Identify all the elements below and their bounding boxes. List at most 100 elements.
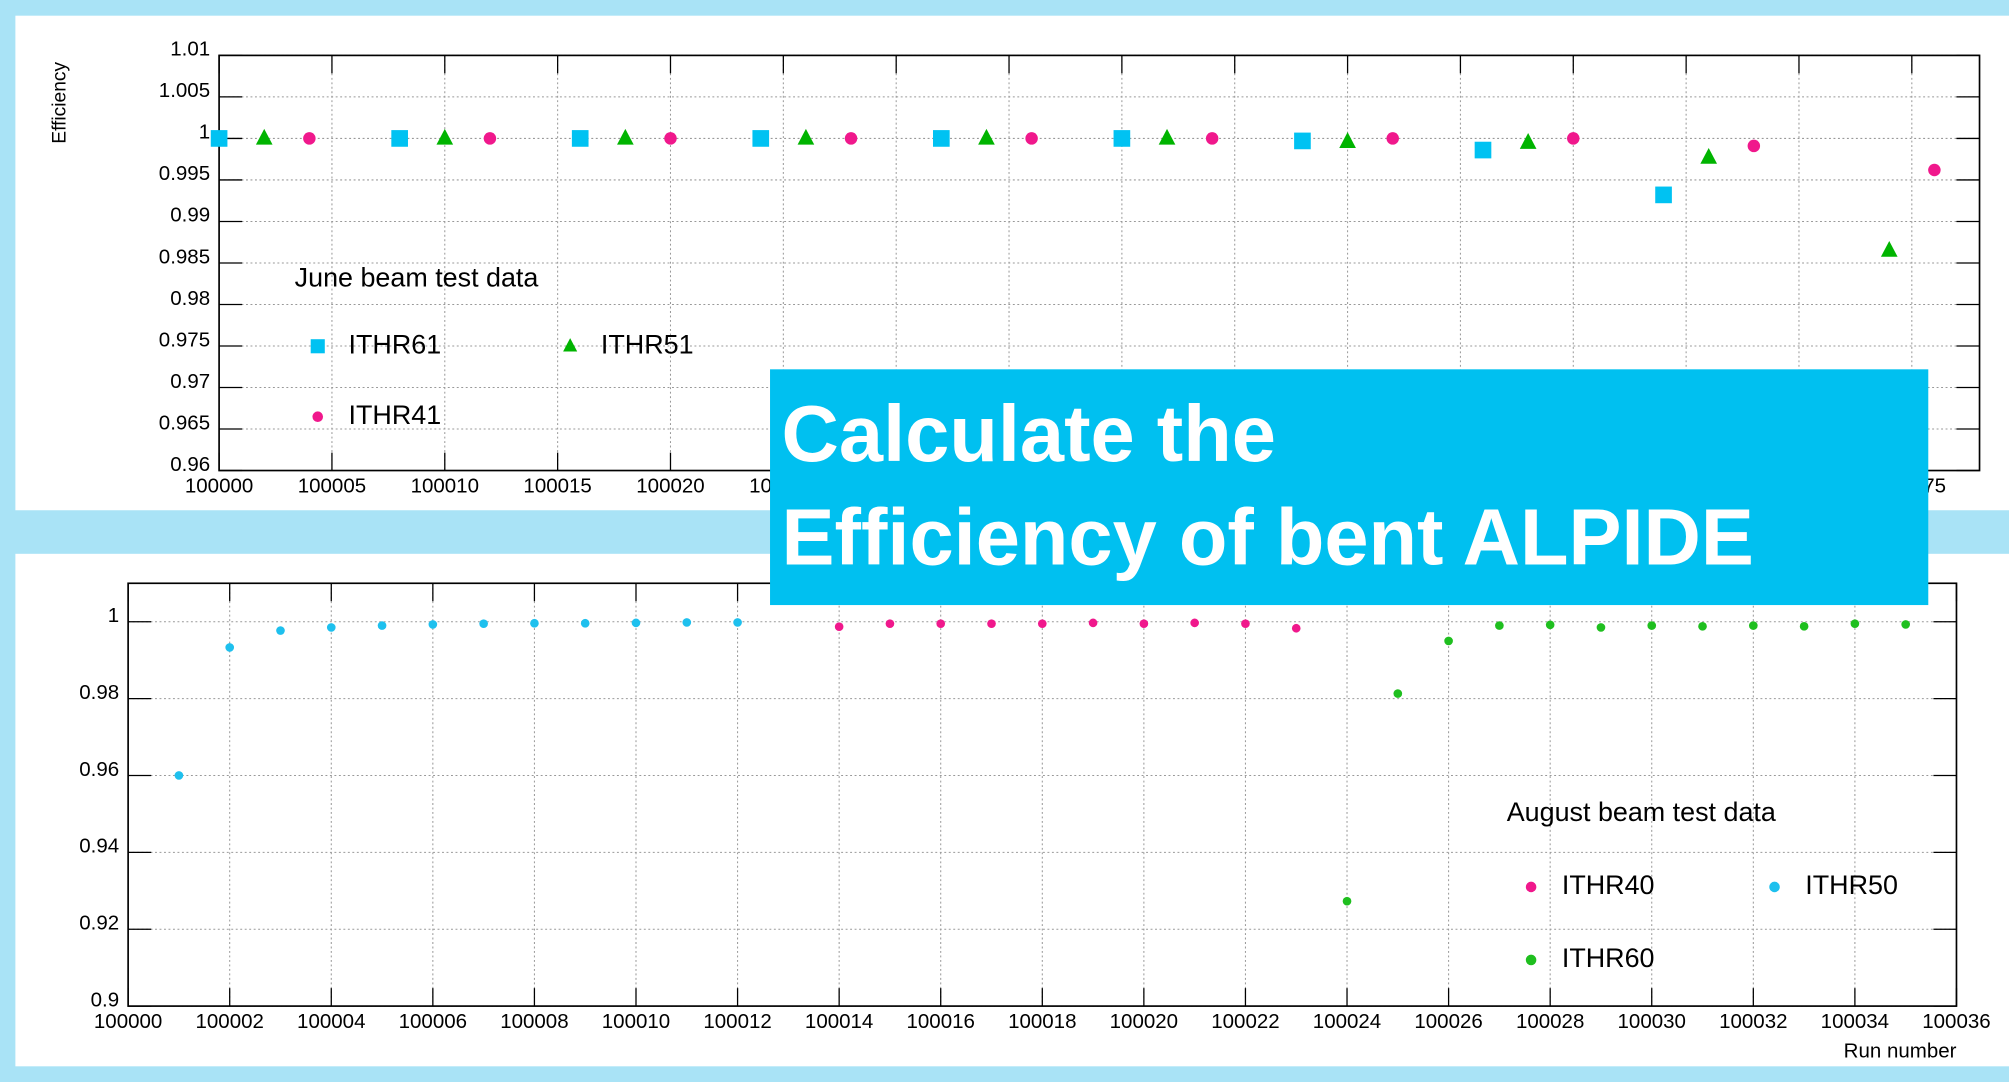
y-tick-label: 1: [108, 604, 119, 627]
marker: [1880, 240, 1898, 257]
y-tick-label: 0.94: [79, 835, 119, 858]
marker: [1495, 621, 1504, 630]
marker: [733, 618, 742, 627]
y-tick-label: 1: [199, 121, 210, 144]
x-tick-label: 100026: [1414, 1010, 1482, 1033]
marker: [391, 130, 408, 147]
x-tick-label: 100034: [1821, 1010, 1889, 1033]
legend-label: ITHR41: [349, 400, 442, 430]
y-tick-label: 0.975: [159, 328, 210, 351]
marker: [844, 132, 858, 145]
marker: [1342, 896, 1352, 906]
marker: [479, 619, 488, 628]
marker: [752, 130, 770, 147]
marker: [483, 132, 497, 145]
marker: [1700, 147, 1718, 164]
marker: [978, 128, 995, 145]
marker: [1241, 619, 1250, 628]
marker: [682, 618, 692, 627]
marker: [303, 132, 316, 145]
marker: [1088, 618, 1098, 628]
marker: [932, 130, 950, 147]
marker: [1545, 620, 1555, 630]
legend-label: ITHR51: [601, 329, 694, 359]
y-axis-label: Efficiency: [49, 62, 70, 144]
x-tick-label: 100032: [1719, 1010, 1787, 1033]
marker: [1519, 133, 1537, 149]
legend-marker: [563, 338, 578, 352]
overlay-line: Efficiency of bent ALPIDE: [782, 493, 1754, 582]
marker: [1386, 132, 1399, 145]
x-tick-label: 100020: [636, 475, 704, 498]
legend-label: ITHR50: [1805, 870, 1898, 900]
x-tick-label: 100008: [500, 1010, 568, 1033]
marker: [326, 623, 336, 632]
marker: [617, 128, 634, 145]
marker: [1901, 620, 1911, 629]
y-tick-label: 0.985: [159, 245, 210, 268]
x-tick-label: 100018: [1008, 1010, 1076, 1033]
marker: [210, 130, 228, 147]
legend-label: ITHR40: [1562, 870, 1655, 900]
marker: [1339, 132, 1356, 148]
overlay-box: [770, 369, 1929, 606]
y-tick-label: 0.98: [170, 287, 210, 310]
marker: [885, 619, 895, 628]
marker: [225, 643, 235, 652]
x-tick-label: 100002: [195, 1010, 263, 1033]
marker: [987, 619, 996, 628]
y-tick-label: 0.98: [79, 681, 119, 704]
marker: [1655, 186, 1672, 204]
x-tick-label: 100000: [185, 475, 253, 498]
marker: [1698, 622, 1707, 631]
x-tick-label: 100022: [1211, 1010, 1279, 1033]
marker: [580, 618, 590, 628]
bottom-panel: [15, 553, 2009, 1067]
marker: [1205, 132, 1219, 145]
y-tick-label: 0.96: [170, 453, 210, 476]
overlay-line: Calculate the: [782, 389, 1276, 478]
marker: [1567, 132, 1580, 145]
legend-marker: [1769, 881, 1780, 893]
x-tick-label: 100004: [297, 1010, 365, 1033]
marker: [1025, 132, 1038, 145]
marker: [1291, 623, 1301, 633]
legend-marker: [1525, 954, 1537, 966]
marker: [1444, 636, 1453, 646]
marker: [174, 771, 184, 780]
marker: [1158, 128, 1176, 145]
legend-label: ITHR61: [349, 329, 442, 359]
marker: [1294, 132, 1311, 150]
x-axis-label: Run number: [1844, 1040, 1957, 1063]
marker: [1799, 622, 1809, 631]
legend-marker: [1525, 881, 1537, 893]
y-tick-label: 0.97: [170, 370, 210, 393]
legend-marker: [312, 411, 324, 423]
marker: [1037, 619, 1047, 628]
marker: [1928, 163, 1941, 177]
legend-label: ITHR60: [1562, 943, 1655, 973]
marker: [1596, 623, 1606, 632]
y-tick-label: 0.96: [79, 758, 119, 781]
marker: [631, 618, 641, 628]
x-tick-label: 100012: [703, 1010, 771, 1033]
marker: [936, 619, 946, 628]
marker: [1747, 139, 1761, 153]
charts: 0.96 0.965 0.97 0.975 0.98 0.985 0.99 0.995 1 1.0…: [49, 38, 1990, 1063]
marker: [571, 130, 589, 147]
x-tick-label: 100014: [805, 1010, 873, 1033]
y-tick-label: 0.9: [91, 988, 120, 1011]
x-tick-label: 100010: [411, 475, 479, 498]
marker: [276, 626, 285, 635]
marker: [428, 620, 438, 629]
y-tick-label: 1.005: [159, 79, 210, 102]
marker: [1139, 619, 1149, 628]
x-tick-label: 100030: [1618, 1010, 1686, 1033]
marker: [1393, 689, 1403, 698]
legend-marker: [310, 339, 325, 354]
marker: [1748, 621, 1758, 630]
marker: [1113, 130, 1131, 147]
marker: [1647, 621, 1657, 630]
x-tick-label: 100006: [399, 1010, 467, 1033]
